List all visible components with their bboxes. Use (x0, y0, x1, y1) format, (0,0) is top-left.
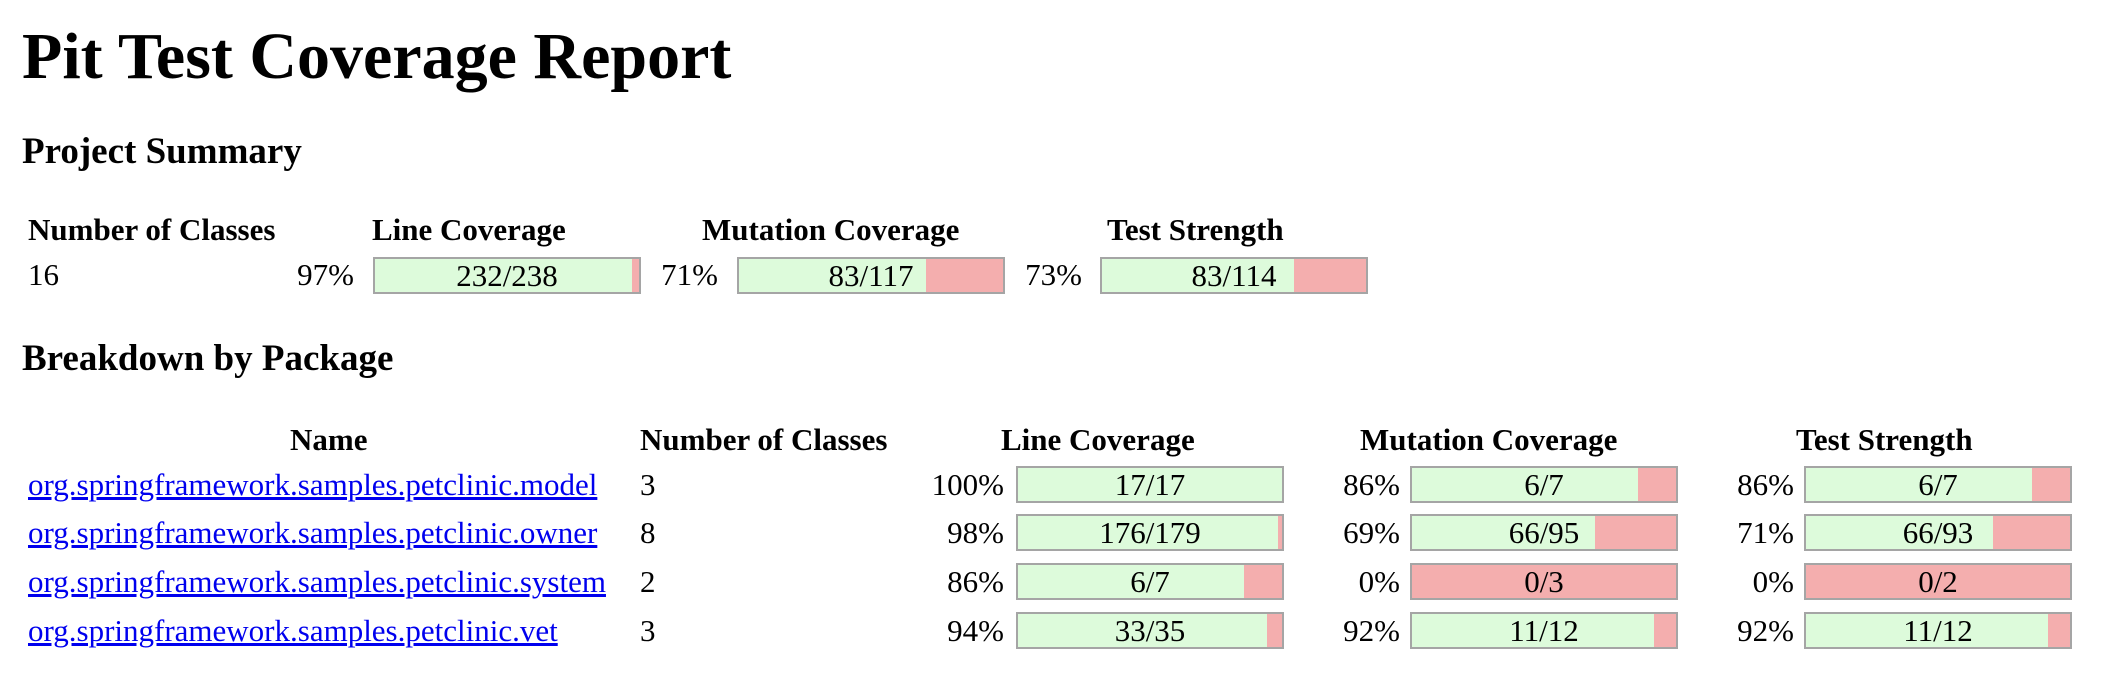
package-mutation-percent: 0% (1358, 564, 1400, 599)
covered-fill (1018, 468, 1282, 501)
summary-mutation-coverage-label: 83/117 (828, 258, 914, 293)
package-mutation-coverage-label: 6/7 (1524, 467, 1564, 502)
package-name-cell: org.springframework.samples.petclinic.sy… (28, 563, 606, 601)
package-link-vet[interactable]: org.springframework.samples.petclinic.ve… (28, 613, 558, 648)
breakdown-header-line-coverage: Line Coverage (1001, 422, 1195, 457)
summary-mutation-coverage-bar: 83/117 (737, 257, 1005, 294)
package-mutation-coverage-bar: 66/95 (1410, 514, 1678, 551)
package-test-strength-bar: 66/93 (1804, 514, 2072, 551)
package-line-coverage-bar: 176/179 (1016, 514, 1284, 551)
summary-test-strength-bar: 83/114 (1100, 257, 1368, 294)
summary-test-strength-label: 83/114 (1191, 258, 1277, 293)
covered-fill (375, 259, 633, 292)
covered-fill (1806, 468, 2033, 501)
package-mutation-percent: 92% (1343, 613, 1400, 648)
page-title: Pit Test Coverage Report (22, 20, 732, 93)
project-summary-heading: Project Summary (22, 131, 302, 172)
package-mutation-percent: 86% (1343, 467, 1400, 502)
summary-strength-percent: 73% (1025, 257, 1082, 292)
package-classes-count: 2 (640, 564, 656, 599)
package-name-cell: org.springframework.samples.petclinic.mo… (28, 466, 597, 504)
package-classes-count: 8 (640, 515, 656, 550)
summary-header-classes: Number of Classes (28, 212, 276, 247)
package-classes-count: 3 (640, 613, 656, 648)
package-line-coverage-label: 33/35 (1114, 613, 1186, 648)
covered-fill (1018, 565, 1245, 598)
covered-fill (1806, 614, 2048, 647)
package-link-system[interactable]: org.springframework.samples.petclinic.sy… (28, 564, 606, 599)
package-strength-percent: 0% (1752, 564, 1794, 599)
summary-line-coverage-label: 232/238 (456, 258, 558, 293)
package-line-percent: 100% (931, 467, 1004, 502)
breakdown-header-test-strength: Test Strength (1796, 422, 1973, 457)
summary-line-coverage-bar: 232/238 (373, 257, 641, 294)
package-line-coverage-label: 17/17 (1114, 467, 1186, 502)
package-test-strength-label: 66/93 (1902, 515, 1974, 550)
package-mutation-percent: 69% (1343, 515, 1400, 550)
package-classes-count: 3 (640, 467, 656, 502)
package-line-percent: 98% (947, 515, 1004, 550)
covered-fill (739, 259, 927, 292)
package-line-percent: 86% (947, 564, 1004, 599)
package-mutation-coverage-bar: 6/7 (1410, 466, 1678, 503)
package-mutation-coverage-bar: 11/12 (1410, 612, 1678, 649)
package-line-coverage-bar: 6/7 (1016, 563, 1284, 600)
package-link-owner[interactable]: org.springframework.samples.petclinic.ow… (28, 515, 598, 550)
package-test-strength-bar: 6/7 (1804, 466, 2072, 503)
breakdown-header-classes: Number of Classes (640, 422, 888, 457)
summary-line-percent: 97% (297, 257, 354, 292)
package-link-model[interactable]: org.springframework.samples.petclinic.mo… (28, 467, 598, 502)
covered-fill (1806, 516, 1994, 549)
breakdown-header-name: Name (290, 422, 368, 457)
package-mutation-coverage-label: 11/12 (1509, 613, 1579, 648)
package-line-percent: 94% (947, 613, 1004, 648)
covered-fill (1018, 614, 1267, 647)
package-strength-percent: 92% (1737, 613, 1794, 648)
summary-header-line-coverage: Line Coverage (372, 212, 566, 247)
package-strength-percent: 71% (1737, 515, 1794, 550)
breakdown-header-mutation-coverage: Mutation Coverage (1360, 422, 1618, 457)
covered-fill (1412, 614, 1654, 647)
package-line-coverage-bar: 33/35 (1016, 612, 1284, 649)
package-name-cell: org.springframework.samples.petclinic.ow… (28, 514, 597, 552)
covered-fill (1018, 516, 1278, 549)
covered-fill (1412, 516, 1596, 549)
package-name-cell: org.springframework.samples.petclinic.ve… (28, 612, 558, 650)
package-test-strength-bar: 0/2 (1804, 563, 2072, 600)
covered-fill (1412, 468, 1639, 501)
package-test-strength-bar: 11/12 (1804, 612, 2072, 649)
package-test-strength-label: 6/7 (1918, 467, 1958, 502)
package-test-strength-label: 0/2 (1918, 564, 1958, 599)
package-line-coverage-label: 6/7 (1130, 564, 1170, 599)
summary-header-mutation-coverage: Mutation Coverage (702, 212, 960, 247)
package-line-coverage-label: 176/179 (1099, 515, 1201, 550)
package-line-coverage-bar: 17/17 (1016, 466, 1284, 503)
package-test-strength-label: 11/12 (1903, 613, 1973, 648)
package-mutation-coverage-bar: 0/3 (1410, 563, 1678, 600)
covered-fill (1102, 259, 1295, 292)
summary-mutation-percent: 71% (661, 257, 718, 292)
package-strength-percent: 86% (1737, 467, 1794, 502)
package-mutation-coverage-label: 0/3 (1524, 564, 1564, 599)
summary-header-test-strength: Test Strength (1107, 212, 1284, 247)
summary-classes-count: 16 (28, 257, 59, 292)
package-mutation-coverage-label: 66/95 (1508, 515, 1580, 550)
breakdown-heading: Breakdown by Package (22, 338, 394, 379)
